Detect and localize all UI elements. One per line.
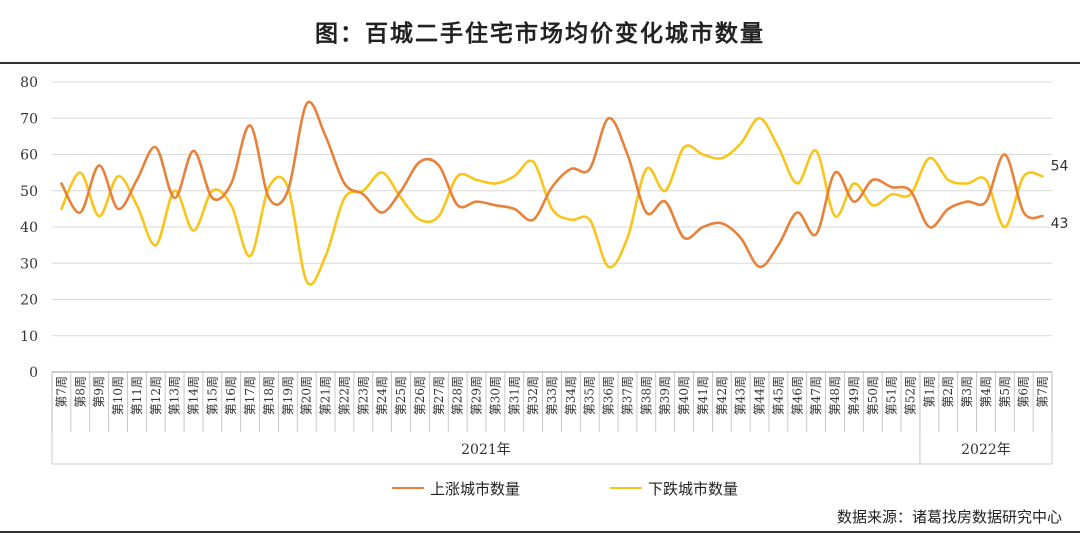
x-tick-label: 第51周 (885, 376, 899, 415)
x-tick-label: 第7周 (54, 376, 68, 408)
bottom-divider (0, 531, 1080, 533)
legend-item-fall: 下跌城市数量 (610, 478, 738, 498)
group-label: 2021年 (461, 442, 511, 458)
x-tick-label: 第25周 (394, 376, 408, 415)
x-tick-label: 第5周 (998, 376, 1012, 408)
end-label-fall: 54 (1051, 158, 1069, 174)
x-tick-label: 第52周 (903, 376, 917, 415)
end-label-rise: 43 (1051, 216, 1069, 232)
title-divider (0, 62, 1080, 64)
chart-title: 图：百城二手住宅市场均价变化城市数量 (315, 20, 765, 47)
y-tick-label: 50 (20, 184, 38, 200)
x-tick-label: 第15周 (205, 376, 219, 415)
x-tick-label: 第12周 (149, 376, 163, 415)
x-tick-label: 第39周 (658, 376, 672, 415)
x-tick-label: 第43周 (734, 376, 748, 415)
x-tick-label: 第41周 (696, 376, 710, 415)
legend-label-fall: 下跌城市数量 (648, 479, 739, 498)
chart-title-bar: 图：百城二手住宅市场均价变化城市数量 (0, 0, 1080, 62)
x-tick-label: 第48周 (828, 376, 842, 415)
y-tick-label: 30 (20, 256, 38, 272)
x-tick-label: 第4周 (979, 376, 993, 408)
x-tick-label: 第49周 (847, 376, 861, 415)
x-tick-label: 第33周 (545, 376, 559, 415)
x-tick-label: 第11周 (130, 376, 144, 415)
x-tick-label: 第3周 (960, 376, 974, 408)
series-line-fall (60, 116, 1044, 286)
x-tick-label: 第18周 (262, 376, 276, 415)
data-source-note: 数据来源：诸葛找房数据研究中心 (836, 508, 1062, 526)
legend-item-rise: 上涨城市数量 (392, 478, 520, 498)
legend-label-rise: 上涨城市数量 (430, 479, 521, 498)
x-tick-label: 第14周 (187, 376, 201, 415)
x-tick-label: 第50周 (866, 376, 880, 415)
y-tick-label: 0 (29, 365, 38, 381)
x-tick-label: 第34周 (564, 376, 578, 415)
y-tick-label: 80 (20, 75, 38, 91)
y-tick-label: 60 (20, 148, 38, 164)
y-tick-label: 70 (20, 111, 38, 127)
legend-swatch-rise (392, 487, 424, 489)
x-tick-label: 第23周 (356, 376, 370, 415)
x-tick-label: 第37周 (620, 376, 634, 415)
x-tick-label: 第17周 (243, 376, 257, 415)
x-tick-label: 第13周 (168, 376, 182, 415)
y-tick-label: 20 (20, 293, 38, 309)
x-tick-label: 第46周 (790, 376, 804, 415)
x-tick-label: 第28周 (451, 376, 465, 415)
x-tick-label: 第36周 (602, 376, 616, 415)
x-tick-label: 第26周 (413, 376, 427, 415)
series-line-rise (60, 100, 1044, 269)
x-tick-label: 第27周 (432, 376, 446, 415)
x-tick-label: 第19周 (281, 376, 295, 415)
y-tick-label: 40 (20, 220, 38, 236)
x-tick-label: 第21周 (319, 376, 333, 415)
x-tick-label: 第1周 (922, 376, 936, 408)
x-tick-label: 第32周 (526, 376, 540, 415)
x-tick-label: 第38周 (639, 376, 653, 415)
x-tick-label: 第6周 (1017, 376, 1031, 408)
group-label: 2022年 (961, 442, 1011, 458)
x-tick-label: 第22周 (337, 376, 351, 415)
legend-swatch-fall (610, 487, 642, 489)
x-tick-label: 第40周 (677, 376, 691, 415)
x-tick-label: 第10周 (111, 376, 125, 415)
x-tick-label: 第20周 (300, 376, 314, 415)
x-tick-label: 第31周 (507, 376, 521, 415)
x-tick-label: 第42周 (715, 376, 729, 415)
x-tick-label: 第30周 (488, 376, 502, 415)
x-tick-label: 第44周 (753, 376, 767, 415)
x-tick-label: 第8周 (73, 376, 87, 408)
x-tick-label: 第9周 (92, 376, 106, 408)
x-tick-label: 第45周 (771, 376, 785, 415)
x-tick-label: 第16周 (224, 376, 238, 415)
x-tick-label: 第24周 (375, 376, 389, 415)
x-tick-label: 第47周 (809, 376, 823, 415)
y-tick-label: 10 (20, 329, 38, 345)
x-tick-label: 第7周 (1036, 376, 1050, 408)
x-tick-label: 第2周 (941, 376, 955, 408)
x-tick-label: 第35周 (583, 376, 597, 415)
x-tick-label: 第29周 (470, 376, 484, 415)
